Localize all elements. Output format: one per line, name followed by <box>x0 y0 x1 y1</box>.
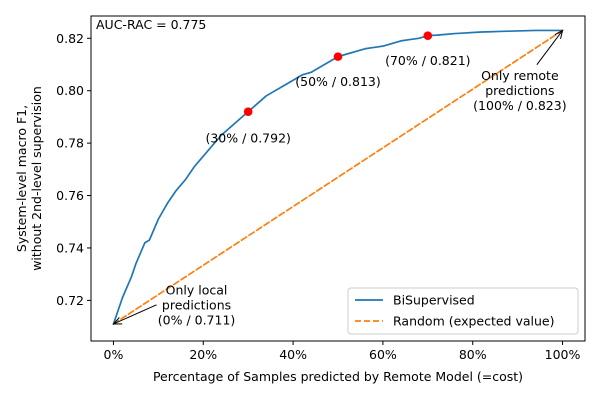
annotation-text: (0% / 0.711) <box>158 312 236 327</box>
legend-label-random: Random (expected value) <box>393 314 555 329</box>
y-tick-label: 0.82 <box>56 31 84 46</box>
x-tick-label: 100% <box>545 347 581 362</box>
series-line-random <box>112 29 564 325</box>
highlight-point <box>423 31 433 40</box>
annotation-text: (30% / 0.792) <box>205 130 290 145</box>
x-tick-label: 0% <box>104 347 124 362</box>
annotation-arrow <box>536 30 563 65</box>
auc-rac-label: AUC-RAC = 0.775 <box>96 17 206 32</box>
y-tick-label: 0.74 <box>56 240 84 255</box>
annotation-arrowhead <box>554 29 564 40</box>
plot-area <box>90 15 586 342</box>
x-axis-label: Percentage of Samples predicted by Remot… <box>153 369 523 384</box>
annotation-text: Only remote <box>481 68 559 83</box>
legend-label-bisupervised: BiSupervised <box>393 293 475 308</box>
y-axis-label-line-1: System-level macro F1, <box>14 105 29 252</box>
x-tick-label: 40% <box>279 347 307 362</box>
annotations-layer: (30% / 0.792) (50% / 0.813) (70% / 0.821) O… <box>112 29 567 327</box>
annotation-arrowhead <box>112 317 123 325</box>
y-tick-label: 0.78 <box>56 136 84 151</box>
y-tick-label: 0.76 <box>56 188 84 203</box>
annotation-text: predictions <box>485 83 554 98</box>
y-axis-label-line-2: without 2nd-level supervision <box>29 86 44 271</box>
legend: BiSupervised Random (expected value) <box>347 287 579 335</box>
y-axis-label: System-level macro F1, without 2nd-level… <box>14 86 44 271</box>
highlight-point <box>333 52 343 61</box>
legend-box <box>347 287 579 335</box>
x-tick-label: 60% <box>369 347 397 362</box>
ticks-layer: 0% 20% 40% 60% 80% 100% 0.72 0.74 0.76 0.78 0.80 0.… <box>56 31 580 362</box>
annotation-text: (100% / 0.823) <box>473 98 566 113</box>
y-tick-label: 0.80 <box>56 83 84 98</box>
annotation-text: (70% / 0.821) <box>385 53 470 68</box>
annotation-text: predictions <box>162 297 231 312</box>
series-layer <box>112 29 564 325</box>
annotation-arrow <box>113 304 157 325</box>
points-layer <box>243 31 433 116</box>
axes-frame <box>90 15 586 342</box>
x-tick-label: 20% <box>189 347 217 362</box>
y-tick-label: 0.72 <box>56 293 84 308</box>
annotation-text: (50% / 0.813) <box>295 74 380 89</box>
highlight-point <box>243 107 253 116</box>
series-line-bisupervised <box>112 29 564 325</box>
x-tick-label: 80% <box>459 347 487 362</box>
annotation-text: Only local <box>166 282 228 297</box>
